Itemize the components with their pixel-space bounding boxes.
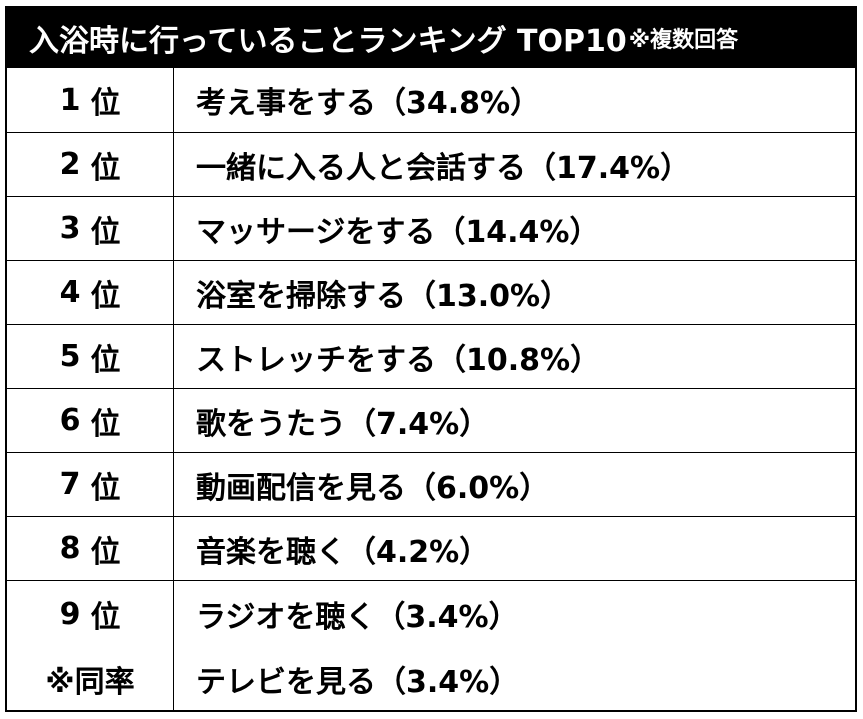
item-label: 浴室を掃除する（13.0%） xyxy=(196,278,571,314)
item-label: 歌をうたう（7.4%） xyxy=(196,406,490,442)
rank-number: 5 xyxy=(59,339,81,374)
rank-number: 2 xyxy=(59,147,81,182)
rank-suffix: ※同率 xyxy=(45,665,135,700)
ranking-rows: 1 位考え事をする（34.8%） 2 位一緒に入る人と会話する（17.4%） 3 位マッサ… xyxy=(7,68,855,711)
table-row: 2 位一緒に入る人と会話する（17.4%） xyxy=(7,132,855,196)
title-note: ※複数回答 xyxy=(628,28,739,53)
table-row: 8 位音楽を聴く（4.2%） xyxy=(7,516,855,580)
item-label: マッサージをする（14.4%） xyxy=(196,214,600,250)
item-label: 考え事をする（34.8%） xyxy=(196,86,541,121)
rank-suffix: 位 xyxy=(90,150,121,186)
table-row: ※同率 テレビを見る（3.4%） xyxy=(7,647,855,711)
rank-suffix: 位 xyxy=(90,214,121,250)
item-label: ラジオを聴く（3.4%） xyxy=(196,600,519,635)
table-row: 1 位考え事をする（34.8%） xyxy=(7,68,855,132)
table-row: 9 位ラジオを聴く（3.4%） xyxy=(7,580,855,647)
rank-suffix: 位 xyxy=(90,342,121,378)
item-label: 音楽を聴く（4.2%） xyxy=(196,534,490,570)
page-title: 入浴時に行っていることランキング TOP10 xyxy=(29,24,627,59)
rank-suffix: 位 xyxy=(90,278,121,314)
title-bar: 入浴時に行っていることランキング TOP10 ※複数回答 xyxy=(7,8,855,68)
rank-suffix: 位 xyxy=(90,406,121,442)
rank-number: 6 xyxy=(59,403,81,438)
item-label: 動画配信を見る（6.0%） xyxy=(196,470,550,506)
table-row: 5 位ストレッチをする（10.8%） xyxy=(7,324,855,388)
rank-suffix: 位 xyxy=(90,534,121,570)
rank-number: 4 xyxy=(59,275,81,310)
rank-suffix: 位 xyxy=(90,470,121,506)
ranking-table: 入浴時に行っていることランキング TOP10 ※複数回答 1 位考え事をする（34.… xyxy=(5,6,857,712)
rank-number: 1 xyxy=(59,82,81,118)
item-label: 一緒に入る人と会話する（17.4%） xyxy=(196,150,691,186)
item-label: ストレッチをする（10.8%） xyxy=(196,342,601,378)
rank-number: 3 xyxy=(59,211,81,246)
table-row: 4 位浴室を掃除する（13.0%） xyxy=(7,260,855,324)
rank-number: 7 xyxy=(59,467,81,502)
rank-number: 8 xyxy=(59,531,81,566)
table-row: 7 位動画配信を見る（6.0%） xyxy=(7,452,855,516)
table-row: 3 位マッサージをする（14.4%） xyxy=(7,196,855,260)
item-label: テレビを見る（3.4%） xyxy=(196,665,520,700)
rank-suffix: 位 xyxy=(90,600,121,635)
rank-cell: ※同率 xyxy=(7,647,174,711)
rank-number: 9 xyxy=(59,596,81,632)
rank-suffix: 位 xyxy=(90,86,121,121)
table-row: 6 位歌をうたう（7.4%） xyxy=(7,388,855,452)
